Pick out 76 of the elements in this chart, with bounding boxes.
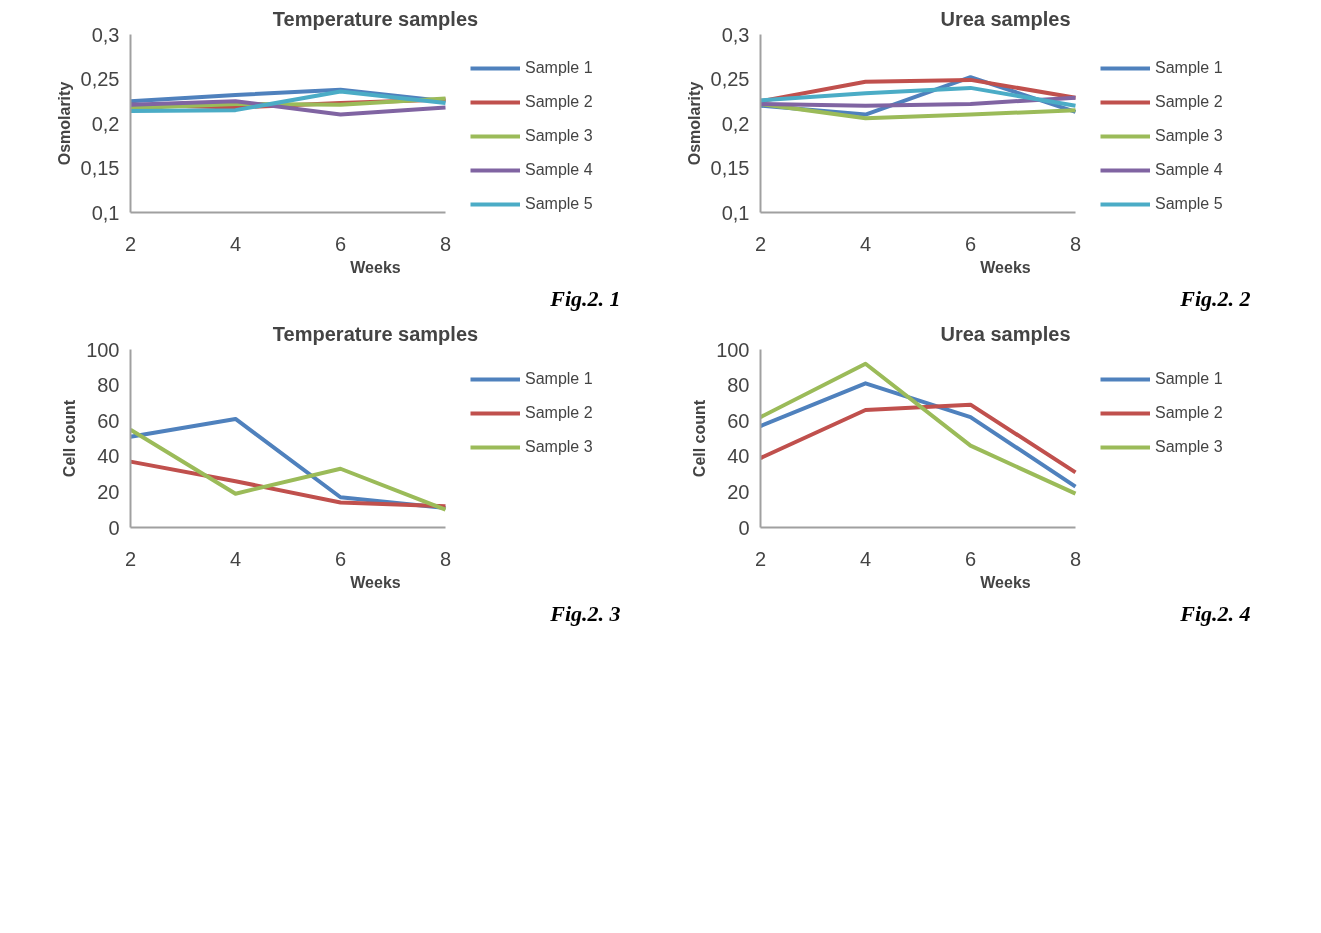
chart-title: Urea samples — [940, 7, 1071, 30]
y-tick-label: 20 — [97, 480, 120, 503]
y-tick-label: 40 — [727, 445, 750, 468]
y-tick-label: 0,3 — [721, 23, 750, 46]
y-tick-label: 0 — [108, 516, 120, 539]
caption: Fig.2. 1 — [549, 285, 621, 311]
legend-label: Sample 5 — [525, 195, 593, 213]
y-tick-label: 0,25 — [80, 68, 120, 90]
legend-label: Sample 3 — [1155, 127, 1223, 145]
x-tick-label: 8 — [439, 232, 452, 255]
y-tick-label: 100 — [716, 338, 750, 361]
y-axis-title: Cell count — [691, 399, 709, 478]
y-axis-title: Osmolarity — [55, 81, 73, 166]
x-tick-label: 6 — [964, 232, 977, 255]
legend-label: Sample 4 — [1155, 161, 1223, 179]
y-axis-title: Cell count — [61, 399, 79, 478]
caption: Fig.2. 2 — [1179, 285, 1251, 311]
y-tick-label: 0,1 — [91, 201, 120, 224]
x-tick-label: 6 — [334, 547, 347, 570]
x-tick-label: 4 — [229, 547, 242, 570]
x-axis-title: Weeks — [980, 573, 1031, 591]
line-series — [760, 402, 1078, 475]
x-tick-label: 8 — [439, 547, 452, 570]
x-tick-label: 8 — [1069, 232, 1082, 255]
x-tick-label: 4 — [229, 232, 242, 255]
legend-label: Sample 1 — [1155, 59, 1223, 77]
legend-label: Sample 2 — [1155, 93, 1223, 111]
x-tick-label: 8 — [1069, 547, 1082, 570]
line-series — [760, 85, 1078, 108]
x-tick-label: 4 — [859, 547, 872, 570]
y-tick-label: 0 — [738, 516, 750, 539]
legend-label: Sample 3 — [1155, 438, 1223, 456]
legend-label: Sample 4 — [525, 161, 593, 179]
x-tick-label: 2 — [754, 547, 767, 570]
x-tick-label: 6 — [334, 232, 347, 255]
x-axis-title: Weeks — [350, 573, 401, 591]
y-tick-label: 60 — [727, 409, 750, 432]
x-axis-title: Weeks — [980, 258, 1031, 276]
x-tick-label: 6 — [964, 547, 977, 570]
x-tick-label: 2 — [124, 232, 137, 255]
caption: Fig.2. 3 — [549, 600, 621, 626]
chart-title: Temperature samples — [272, 7, 479, 30]
line-series — [760, 381, 1078, 489]
y-tick-label: 80 — [97, 374, 120, 397]
legend-label: Sample 2 — [525, 93, 593, 111]
legend-label: Sample 3 — [525, 438, 593, 456]
legend-label: Sample 3 — [525, 127, 593, 145]
y-tick-label: 0,3 — [91, 23, 120, 46]
y-tick-label: 20 — [727, 480, 750, 503]
line-series — [130, 99, 448, 117]
y-tick-label: 80 — [727, 374, 750, 397]
y-axis-title: Osmolarity — [685, 81, 703, 166]
legend-label: Sample 1 — [1155, 370, 1223, 388]
caption: Fig.2. 4 — [1179, 600, 1251, 626]
chart-title: Temperature samples — [272, 322, 479, 345]
y-tick-label: 0,2 — [721, 112, 750, 135]
y-tick-label: 0,15 — [710, 157, 750, 179]
x-tick-label: 2 — [124, 547, 137, 570]
y-tick-label: 0,15 — [80, 157, 120, 179]
line-series — [130, 89, 448, 114]
y-tick-label: 100 — [86, 338, 120, 361]
legend-label: Sample 1 — [525, 59, 593, 77]
legend-label: Sample 1 — [525, 370, 593, 388]
y-tick-label: 0,25 — [710, 68, 750, 90]
y-tick-label: 0,2 — [91, 112, 120, 135]
x-axis-title: Weeks — [350, 258, 401, 276]
x-tick-label: 2 — [754, 232, 767, 255]
chart-title: Urea samples — [940, 322, 1071, 345]
x-tick-label: 4 — [859, 232, 872, 255]
y-tick-label: 0,1 — [721, 201, 750, 224]
y-tick-label: 60 — [97, 409, 120, 432]
legend-label: Sample 2 — [1155, 404, 1223, 422]
legend-label: Sample 5 — [1155, 195, 1223, 213]
y-tick-label: 40 — [97, 445, 120, 468]
legend-label: Sample 2 — [525, 404, 593, 422]
line-series — [760, 361, 1078, 496]
